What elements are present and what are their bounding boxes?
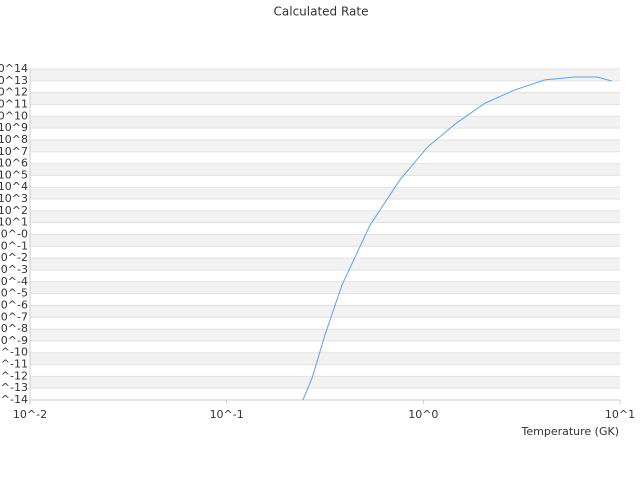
y-tick-label: 10^-5: [0, 287, 28, 300]
x-tick-label: 10^-1: [210, 408, 244, 421]
y-tick-label: 10^9: [0, 121, 28, 134]
y-tick-label: 10^-12: [0, 369, 28, 382]
y-tick-label: 10^3: [0, 192, 28, 205]
grid-band: [30, 258, 620, 270]
y-tick-label: 10^-11: [0, 358, 28, 371]
y-tick-label: 10^-13: [0, 381, 28, 394]
grid-band: [30, 116, 620, 129]
y-tick-label: 10^-4: [0, 275, 28, 288]
y-tick-label: 10^6: [0, 157, 28, 170]
y-tick-label: 10^1: [0, 216, 28, 229]
grid-band: [30, 92, 620, 105]
grid-band: [30, 210, 620, 223]
y-tick-label: 10^13: [0, 74, 28, 87]
y-tick-label: 10^-3: [0, 263, 28, 276]
y-tick-label: 10^-1: [0, 239, 28, 252]
x-tick-label: 10^-2: [13, 408, 47, 421]
y-tick-label: 10^-0: [0, 228, 28, 241]
y-tick-label: 10^4: [0, 180, 28, 193]
y-tick-label: 10^-8: [0, 322, 28, 335]
grid-band: [30, 163, 620, 176]
y-tick-label: 10^11: [0, 97, 28, 110]
grid-band: [30, 139, 620, 152]
y-tick-label: 10^-10: [0, 346, 28, 359]
y-tick-label: 10^-6: [0, 298, 28, 311]
grid-band: [30, 352, 620, 365]
plot-background: [30, 69, 620, 389]
grid-band: [30, 69, 620, 81]
grid-band: [30, 281, 620, 294]
x-tick-label: 10^0: [408, 408, 438, 421]
y-tick-label: 10^12: [0, 86, 28, 99]
y-tick-label: 10^8: [0, 133, 28, 146]
chart-title: Calculated Rate: [274, 5, 369, 19]
y-tick-label: 10^5: [0, 168, 28, 181]
grid-band: [30, 305, 620, 318]
y-tick-label: 10^-2: [0, 251, 28, 264]
y-tick-label: 10^-14: [0, 393, 28, 406]
y-tick-label: 10^-9: [0, 334, 28, 347]
y-tick-label: 10^-7: [0, 310, 28, 323]
y-tick-label: 10^2: [0, 204, 28, 217]
y-tick-label: 10^7: [0, 145, 28, 158]
grid-band: [30, 187, 620, 200]
y-tick-label: 10^10: [0, 109, 28, 122]
x-tick-label: 10^1: [605, 408, 635, 421]
x-axis-label: Temperature (GK): [521, 425, 620, 438]
y-tick-label: 10^14: [0, 62, 28, 75]
data-line: [302, 76, 613, 401]
grid-band: [30, 376, 620, 389]
grid-band: [30, 234, 620, 247]
